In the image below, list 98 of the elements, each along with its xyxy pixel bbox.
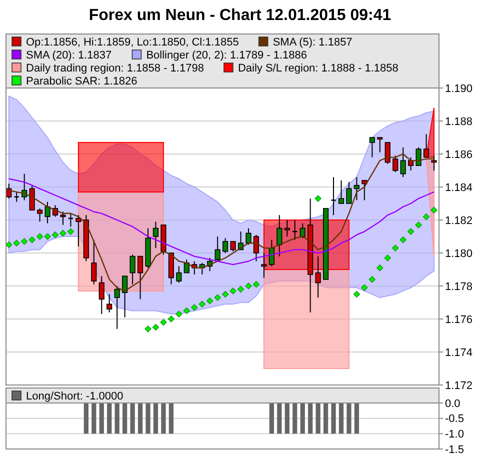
y-tick-label: 1.178 xyxy=(445,280,473,293)
candlestick xyxy=(431,155,437,171)
point xyxy=(230,288,236,294)
candlestick xyxy=(284,220,290,237)
point xyxy=(206,298,214,304)
candlestick xyxy=(60,211,66,226)
point xyxy=(44,233,51,240)
point xyxy=(214,294,221,301)
candlestick xyxy=(29,184,35,211)
point xyxy=(314,195,322,202)
line-series xyxy=(8,178,435,266)
point xyxy=(67,228,74,235)
y-tick-label: 1.186 xyxy=(445,148,473,161)
candlestick xyxy=(106,294,112,313)
point xyxy=(52,232,59,238)
candlestick xyxy=(408,156,414,171)
point xyxy=(245,282,252,290)
candlestick xyxy=(253,234,260,262)
point xyxy=(422,213,430,220)
candlestick xyxy=(152,221,159,249)
legend-label: Parabolic SAR: 1.1826 xyxy=(26,76,138,88)
candlestick xyxy=(315,256,321,298)
legend-label: Long/Short: -1.0000 xyxy=(26,390,124,402)
candlestick xyxy=(130,254,136,285)
point xyxy=(176,310,182,318)
candlestick xyxy=(176,266,182,284)
candlestick xyxy=(214,236,220,262)
point xyxy=(368,276,376,283)
point xyxy=(361,284,368,291)
point xyxy=(376,264,384,272)
y-tick-label: 1.188 xyxy=(445,116,473,128)
y-tick-label: -0.5 xyxy=(445,413,464,426)
candlestick xyxy=(369,137,375,158)
candlestick xyxy=(137,256,144,300)
candlestick xyxy=(222,238,228,254)
point xyxy=(237,286,244,293)
legend-label: SMA (20): 1.1837 xyxy=(26,50,112,62)
candlestick xyxy=(392,155,398,173)
y-tick-label: 1.190 xyxy=(445,82,473,95)
chart-title: Forex um Neun - Chart 12.01.2015 09:41 xyxy=(88,7,392,24)
point xyxy=(168,316,174,322)
candlestick xyxy=(246,228,252,246)
candlestick xyxy=(354,176,360,201)
point xyxy=(415,222,422,228)
point xyxy=(36,233,44,240)
candlestick xyxy=(416,146,422,166)
point xyxy=(408,228,414,235)
point xyxy=(28,236,36,244)
candlestick xyxy=(330,176,337,216)
y-tick-label: 1.182 xyxy=(445,214,473,227)
legend-label: Daily trading region: 1.1858 - 1.1798 xyxy=(26,62,204,74)
point xyxy=(222,290,229,298)
candlestick xyxy=(276,214,282,257)
candlestick xyxy=(400,146,406,178)
candlestick xyxy=(423,134,430,158)
candlestick xyxy=(346,182,352,204)
candlestick xyxy=(338,180,344,204)
candlestick xyxy=(384,142,390,164)
candlestick xyxy=(76,214,82,247)
point xyxy=(183,307,190,314)
legend-label: Bollinger (20, 2): 1.1789 - 1.1886 xyxy=(146,50,308,62)
point xyxy=(252,281,260,288)
candlestick xyxy=(377,137,383,153)
y-tick-label: 0.0 xyxy=(445,398,460,410)
point xyxy=(13,240,20,246)
candlestick xyxy=(261,252,267,278)
candlestick xyxy=(300,222,306,239)
candlestick xyxy=(362,180,368,201)
point xyxy=(160,319,167,326)
candlestick xyxy=(91,239,97,285)
y-tick-label: 1.180 xyxy=(445,248,473,260)
y-tick-label: 1.184 xyxy=(445,182,473,194)
point xyxy=(353,290,360,298)
point xyxy=(392,244,399,252)
y-tick-label: 1.172 xyxy=(445,380,473,392)
point xyxy=(400,236,406,244)
candlestick xyxy=(98,276,104,315)
candlestick xyxy=(44,201,50,224)
point xyxy=(430,206,438,214)
point xyxy=(152,324,160,331)
y-tick-label: -1.0 xyxy=(445,428,464,441)
point xyxy=(60,230,66,236)
legend-label: Daily S/L region: 1.1888 - 1.1858 xyxy=(238,62,398,74)
y-tick-label: 1.174 xyxy=(445,346,473,359)
candlestick xyxy=(122,276,128,318)
point xyxy=(144,326,152,332)
point xyxy=(191,304,198,311)
candlestick xyxy=(114,286,120,330)
y-tick-label: 1.176 xyxy=(445,314,473,326)
point xyxy=(384,254,391,262)
point xyxy=(198,300,206,308)
point xyxy=(6,241,12,248)
legend-label: SMA (5): 1.1857 xyxy=(272,36,352,48)
point xyxy=(21,238,28,245)
candlestick xyxy=(36,208,43,222)
candlestick xyxy=(230,240,236,252)
y-tick-label: -1.5 xyxy=(445,444,464,456)
legend-label: Op:1.1856, Hi:1.1859, Lo:1.1850, Cl:1.1855 xyxy=(26,36,239,48)
